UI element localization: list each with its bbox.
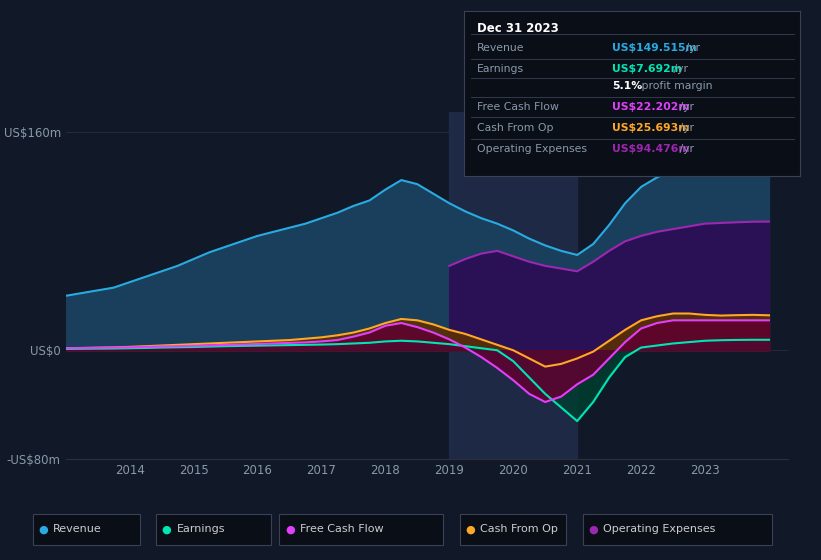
Text: Free Cash Flow: Free Cash Flow xyxy=(477,102,559,112)
Text: profit margin: profit margin xyxy=(638,81,712,91)
Text: Dec 31 2023: Dec 31 2023 xyxy=(477,22,559,35)
Text: Operating Expenses: Operating Expenses xyxy=(603,524,716,534)
Text: Cash From Op: Cash From Op xyxy=(477,123,554,133)
Text: US$94.476m: US$94.476m xyxy=(612,144,690,154)
Text: Free Cash Flow: Free Cash Flow xyxy=(300,524,383,534)
Text: Earnings: Earnings xyxy=(177,524,225,534)
Text: ●: ● xyxy=(39,524,48,534)
Text: Operating Expenses: Operating Expenses xyxy=(477,144,587,154)
Bar xyxy=(449,112,577,459)
Text: ●: ● xyxy=(589,524,599,534)
Text: US$22.202m: US$22.202m xyxy=(612,102,690,112)
Text: US$25.693m: US$25.693m xyxy=(612,123,690,133)
Text: /yr: /yr xyxy=(676,102,694,112)
Text: 5.1%: 5.1% xyxy=(612,81,642,91)
Text: Revenue: Revenue xyxy=(53,524,102,534)
Text: /yr: /yr xyxy=(676,123,694,133)
Text: ●: ● xyxy=(162,524,172,534)
Text: /yr: /yr xyxy=(670,64,687,74)
Text: US$7.692m: US$7.692m xyxy=(612,64,682,74)
Text: /yr: /yr xyxy=(682,43,700,53)
Text: Earnings: Earnings xyxy=(477,64,525,74)
Text: Revenue: Revenue xyxy=(477,43,525,53)
Text: ●: ● xyxy=(285,524,295,534)
Text: US$149.515m: US$149.515m xyxy=(612,43,697,53)
Text: /yr: /yr xyxy=(676,144,694,154)
Text: Cash From Op: Cash From Op xyxy=(480,524,558,534)
Text: ●: ● xyxy=(466,524,475,534)
